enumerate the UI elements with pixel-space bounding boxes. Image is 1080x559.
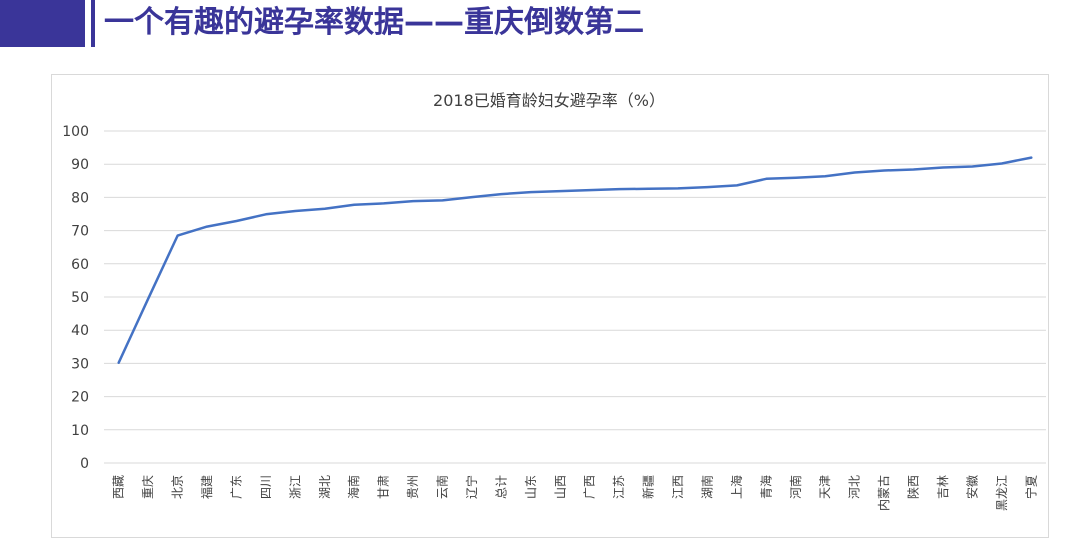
y-tick-label: 90 — [71, 157, 89, 173]
x-tick-label: 北京 — [171, 475, 185, 499]
x-tick-label: 西藏 — [112, 475, 126, 499]
x-tick-label: 福建 — [199, 475, 214, 499]
y-tick-label: 80 — [71, 190, 89, 206]
y-tick-label: 20 — [71, 390, 89, 406]
grid — [104, 130, 1046, 464]
x-tick-label: 山西 — [553, 475, 567, 499]
x-tick-label: 重庆 — [141, 475, 155, 499]
header-divider — [91, 0, 95, 47]
series — [117, 156, 1033, 364]
x-tick-label: 江苏 — [612, 475, 626, 499]
y-tick-label: 50 — [71, 290, 89, 306]
slide-title: 一个有趣的避孕率数据——重庆倒数第二 — [104, 5, 644, 40]
x-tick-label: 浙江 — [288, 475, 302, 499]
x-axis-labels: 西藏 重庆 北京 福建 广东 四川 浙江 湖北 海南 甘肃 贵州 云南 辽宁 总计 山东 山西 广西 江苏 新疆 江西… — [112, 475, 1039, 511]
x-tick-label: 江西 — [671, 475, 685, 499]
header-accent-block — [0, 0, 85, 47]
x-tick-label: 河南 — [788, 475, 803, 499]
x-tick-label: 黑龙江 — [995, 475, 1009, 511]
x-tick-label: 吉林 — [936, 475, 950, 499]
x-tick-label: 青海 — [758, 475, 773, 499]
y-tick-label: 0 — [80, 456, 89, 472]
x-tick-label: 甘肃 — [377, 475, 391, 499]
y-axis-ticks: 0 10 20 30 40 50 60 70 80 90 100 — [62, 124, 89, 472]
y-tick-label: 100 — [62, 124, 89, 140]
series-line — [117, 156, 1033, 364]
x-tick-label: 四川 — [259, 475, 273, 499]
chart-frame — [51, 74, 1049, 538]
y-tick-label: 70 — [71, 224, 89, 240]
x-tick-label: 河北 — [848, 475, 862, 499]
x-tick-label: 天津 — [818, 475, 832, 499]
x-tick-label: 辽宁 — [464, 475, 479, 499]
chart-title: 2018已婚育龄妇女避孕率（%） — [433, 91, 665, 110]
x-tick-label: 内蒙古 — [876, 475, 891, 511]
x-tick-label: 新疆 — [641, 475, 656, 499]
x-tick-label: 广东 — [229, 475, 243, 499]
x-tick-label: 云南 — [435, 475, 450, 499]
x-tick-label: 贵州 — [406, 475, 420, 499]
y-tick-label: 60 — [71, 257, 89, 273]
x-tick-label: 陕西 — [906, 475, 921, 499]
x-tick-label: 宁夏 — [1023, 475, 1038, 499]
x-tick-label: 山东 — [524, 475, 538, 499]
x-tick-label: 上海 — [729, 475, 744, 499]
y-tick-label: 30 — [71, 356, 89, 372]
x-tick-label: 广西 — [583, 475, 597, 499]
x-tick-label: 总计 — [494, 475, 508, 499]
y-tick-label: 40 — [71, 323, 89, 339]
x-tick-label: 湖南 — [699, 475, 714, 499]
y-tick-label: 10 — [71, 423, 89, 439]
x-tick-label: 安徽 — [964, 475, 979, 499]
x-tick-label: 海南 — [346, 475, 361, 499]
x-tick-label: 湖北 — [317, 475, 332, 499]
